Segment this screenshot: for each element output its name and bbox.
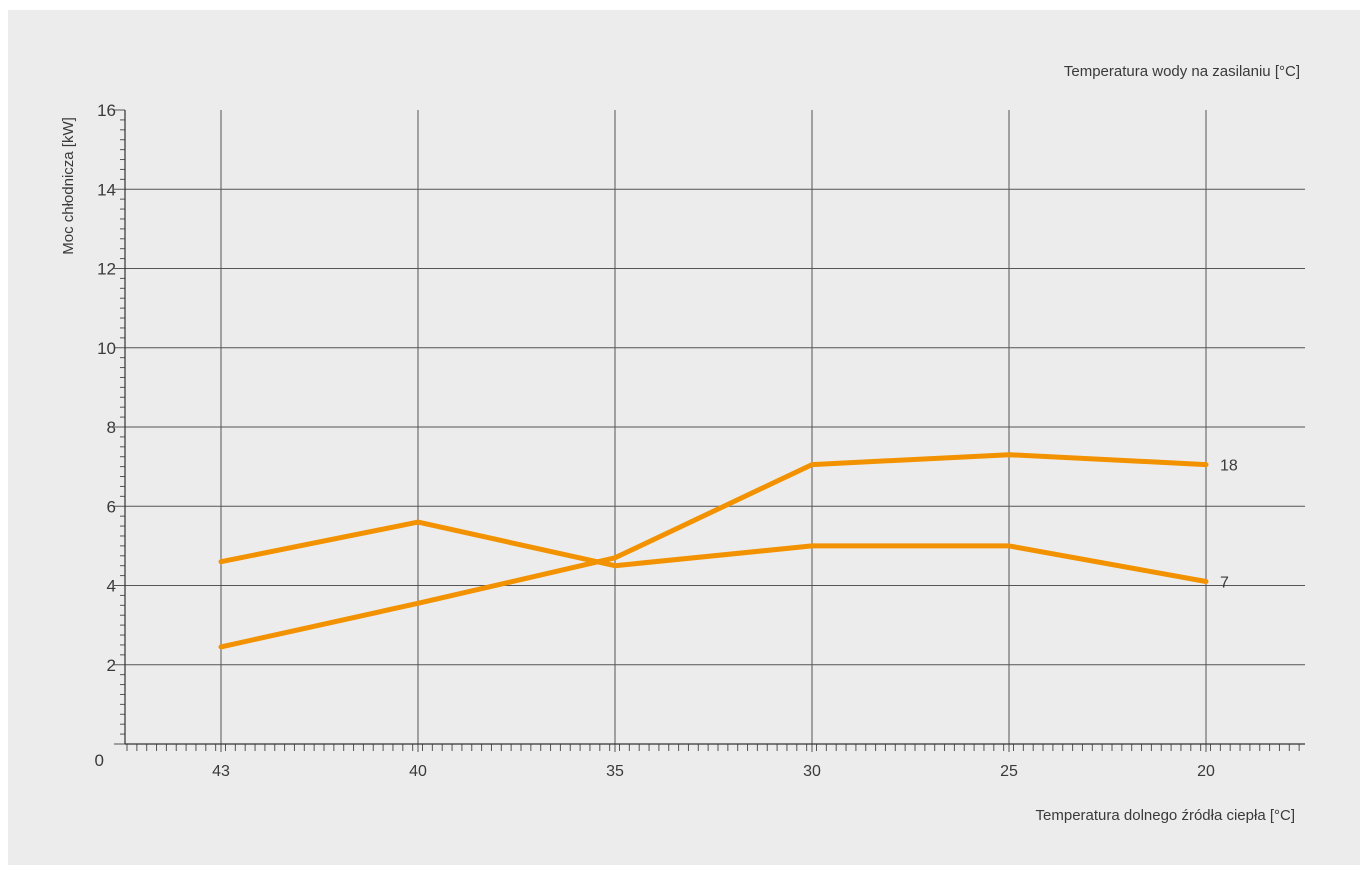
axes [124, 110, 1305, 745]
y-tick-label: 10 [97, 339, 116, 358]
x-tick-label: 40 [409, 763, 427, 780]
x-tick-label: 20 [1197, 763, 1215, 780]
x-tick-label: 30 [803, 763, 821, 780]
y-tick-label: 0 [95, 751, 104, 770]
series-label-7: 7 [1220, 575, 1229, 592]
cooling-capacity-chart: 0 2 4 6 8 10 12 14 16 43 40 35 30 25 20 18 7 Temperatu… [60, 63, 1305, 824]
y-tick-label: 12 [97, 260, 116, 279]
series-lines [218, 452, 1209, 650]
y-tick-labels: 0 2 4 6 8 10 12 14 16 [95, 101, 116, 770]
series-line-18 [218, 452, 1209, 650]
series-labels: 18 7 [1220, 458, 1238, 592]
series-label-18: 18 [1220, 458, 1238, 475]
y-tick-label: 14 [97, 180, 116, 199]
grid [125, 110, 1305, 752]
y-tick-label: 16 [97, 101, 116, 120]
y-tick-label: 4 [107, 577, 116, 596]
legend-title: Temperatura wody na zasilaniu [°C] [1064, 63, 1300, 80]
minor-ticks [114, 109, 1300, 751]
chart-panel: 0 2 4 6 8 10 12 14 16 43 40 35 30 25 20 18 7 Temperatu… [8, 10, 1360, 865]
y-tick-label: 2 [107, 656, 116, 675]
y-tick-label: 8 [107, 418, 116, 437]
x-tick-label: 43 [212, 763, 230, 780]
x-tick-labels: 43 40 35 30 25 20 [212, 763, 1215, 780]
x-axis-label: Temperatura dolnego źródła ciepła [°C] [1036, 807, 1295, 824]
x-tick-label: 25 [1000, 763, 1018, 780]
y-tick-label: 6 [107, 497, 116, 516]
x-tick-label: 35 [606, 763, 624, 780]
series-line-7 [218, 519, 1209, 584]
y-axis-label: Moc chłodnicza [kW] [60, 117, 77, 255]
